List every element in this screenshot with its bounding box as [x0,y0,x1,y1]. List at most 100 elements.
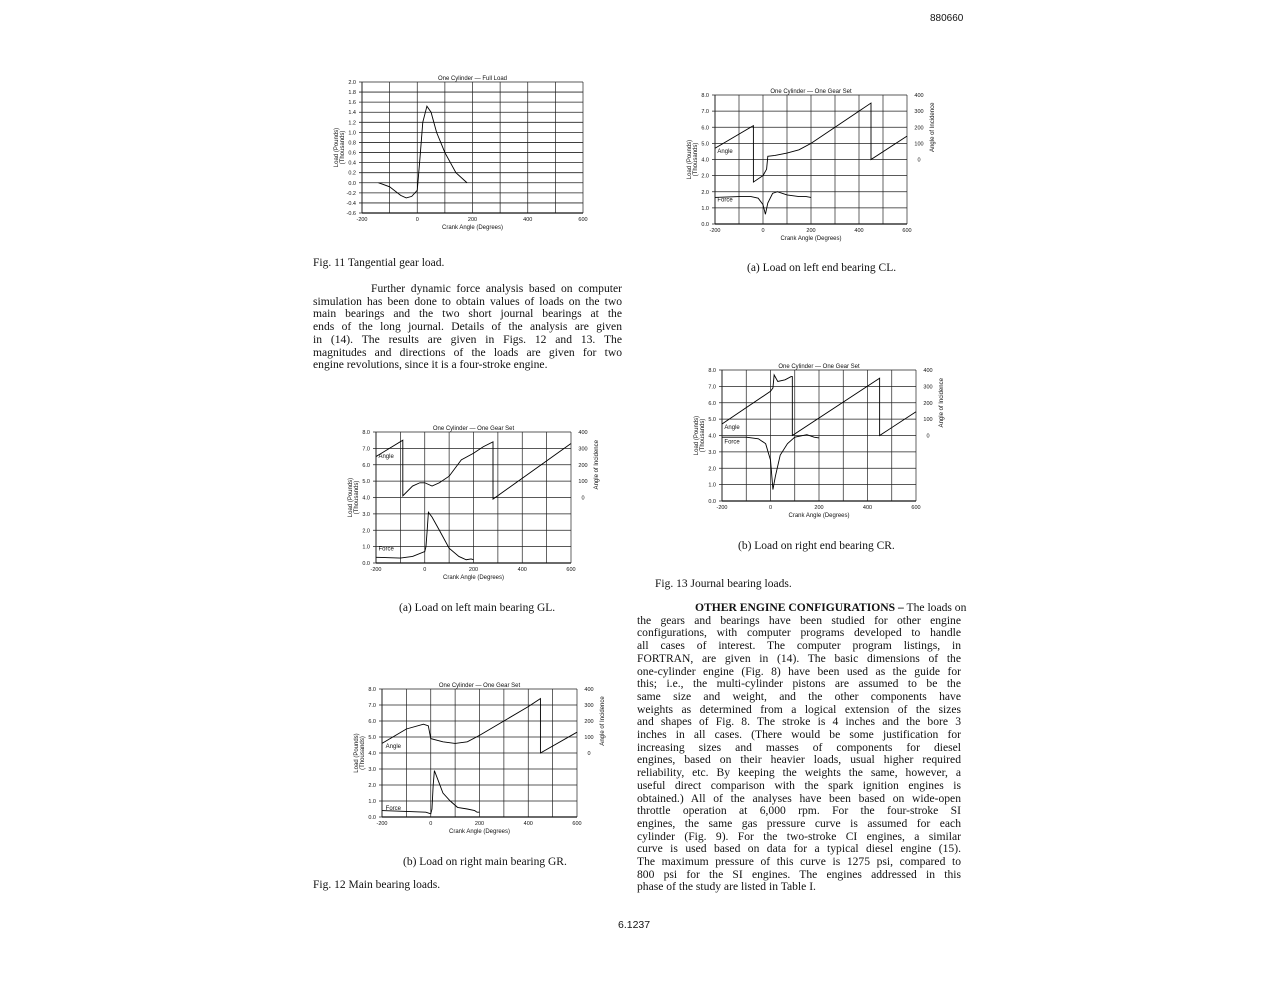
y2-axis-label: Angle of Incidence [594,439,600,489]
angle-series-line [714,102,908,183]
chart-title: One Cylinder — One Gear Set [433,426,515,432]
y-tick-label: 6.0 [368,719,376,725]
y-axis-label: (Thousands) [693,143,699,177]
y-tick-label: -0.4 [347,201,356,207]
paragraph-line: cylinder (Fig. 9). For the two-stroke CI… [637,829,961,843]
paragraph-line: engines, the same gas pressure curve is … [637,816,961,830]
paragraph-line: all cases of interest. The computer prog… [637,639,961,653]
y-tick-label: 4.0 [362,496,370,502]
y2-tick-label: 400 [914,93,923,99]
y2-tick-label: 200 [584,719,593,725]
angle-series-line [721,373,917,437]
y-tick-label: 7.0 [362,446,370,452]
y-tick-label: 5.0 [368,735,376,741]
y2-tick-label: 300 [914,109,923,115]
x-tick-label: 400 [524,821,533,827]
force-series-line [714,191,812,215]
y-tick-label: 6.0 [701,125,709,131]
y-tick-label: -0.2 [347,191,356,197]
angle-series-line [375,439,572,501]
paragraph-line: magnitudes and directions of the loads a… [313,345,622,359]
left-paragraph: Further dynamic force analysis based on … [313,282,622,372]
y2-axis-label: Angle of Incidence [939,377,945,427]
x-tick-label: 0 [761,228,764,234]
y-axis-label: (Thousands) [340,131,346,165]
paragraph-line: ends of the long journal. Details of the… [313,320,622,334]
y-axis-label: Load (Pounds) [348,478,354,517]
y-tick-label: 2.0 [362,528,370,534]
series-annotation: Angle [378,454,394,460]
y-tick-label: 0.0 [701,222,709,228]
y-tick-label: 0.6 [348,151,356,157]
y-tick-label: 4.0 [368,751,376,757]
x-tick-label: 600 [572,821,581,827]
y-tick-label: 6.0 [708,401,716,407]
y-tick-label: 8.0 [362,430,370,436]
y2-axis-label: Angle of Incidence [930,102,936,152]
y2-tick-label: 100 [584,735,593,741]
chart-title: One Cylinder — One Gear Set [778,364,860,370]
paragraph-line: weights as determined from a logical ext… [637,702,961,716]
x-tick-label: -200 [716,505,727,511]
y-tick-label: 1.0 [348,130,356,136]
fig13b-chart: 8.0 7.0 6.0 5.0 4.0 3.0 2.0 1.0 0.0-200 0 200 400 60… [694,364,945,519]
chart-title: One Cylinder — One Gear Set [439,683,521,689]
x-tick-label: 0 [769,505,772,511]
force-series-line [722,434,820,490]
y-axis-label: Load (Pounds) [354,733,360,772]
y-tick-label: 1.0 [708,483,716,489]
x-tick-label: 400 [854,228,863,234]
paragraph-line: and shapes of Fig. 8. The stroke is 4 in… [637,715,961,729]
load-series-line [378,105,468,199]
paragraph-line: in (14). The results are given in Figs. … [313,332,622,346]
fig13a-caption: (a) Load on left end bearing CL. [747,262,897,274]
y-tick-label: 8.0 [701,93,709,99]
page-number: 6.1237 [618,919,651,931]
fig12-caption: Fig. 12 Main bearing loads. [313,879,441,891]
y-tick-label: 2.0 [708,466,716,472]
series-annotation: Force [724,440,740,446]
x-tick-label: -200 [709,228,720,234]
x-axis-label: Crank Angle (Degrees) [442,225,503,231]
y2-tick-label: 400 [923,368,932,374]
x-tick-label: 600 [566,567,575,573]
y-axis-label: Load (Pounds) [694,416,700,455]
y2-tick-label: 100 [914,141,923,147]
x-tick-label: 0 [423,567,426,573]
y-tick-label: 4.0 [701,158,709,164]
paragraph-line: engines, based on their heavier loads, u… [637,753,961,767]
x-tick-label: 200 [806,228,815,234]
x-axis-label: Crank Angle (Degrees) [443,575,504,581]
x-tick-label: 0 [416,217,419,223]
paragraph-line: curve is used based on data for a typica… [637,842,961,856]
paragraph-line: Further dynamic force analysis based on … [371,282,622,295]
paragraph-line: same size and weight, and the other comp… [637,689,961,703]
fig12a-chart: 8.0 7.0 6.0 5.0 4.0 3.0 2.0 1.0 0.0-200 0 200 400 60… [348,426,600,581]
series-annotation: Angle [724,425,740,431]
paragraph-line: The maximum pressure of this curve is 12… [637,855,961,869]
paragraph-line: FORTRAN, are given in (14). The basic di… [637,651,961,665]
y-tick-label: 2.0 [348,80,356,86]
y2-tick-label: 100 [923,417,932,423]
x-tick-label: 200 [468,217,477,223]
y2-tick-label: 300 [578,446,587,452]
y2-tick-label: 400 [584,687,593,693]
angle-series-line [381,697,578,754]
y-axis-label: Load (Pounds) [334,128,340,167]
y-tick-label: 1.8 [348,90,356,96]
x-tick-label: 600 [578,217,587,223]
x-tick-label: -200 [370,567,381,573]
y-tick-label: 0.0 [362,561,370,567]
paragraph-line: useful direct comparison with the spark … [637,778,961,792]
paragraph-line: main bearings and the two short journal … [313,307,622,321]
y-tick-label: 0.2 [348,171,356,177]
paragraph-line: reliability, etc. By keeping the weights… [637,766,961,780]
y-axis-label: (Thousands) [700,419,706,453]
fig11-chart: 2.0 1.8 1.6 1.4 1.2 1.0 0.8 0.6 0.4 0.2 0.0 -0.2 -0.… [334,76,588,231]
y-tick-label: 4.0 [708,434,716,440]
y-tick-label: 5.0 [362,479,370,485]
paragraph-line: this; i.e., the multi-cylinder pistons a… [637,677,961,691]
x-tick-label: -200 [376,821,387,827]
y-tick-label: 3.0 [708,450,716,456]
